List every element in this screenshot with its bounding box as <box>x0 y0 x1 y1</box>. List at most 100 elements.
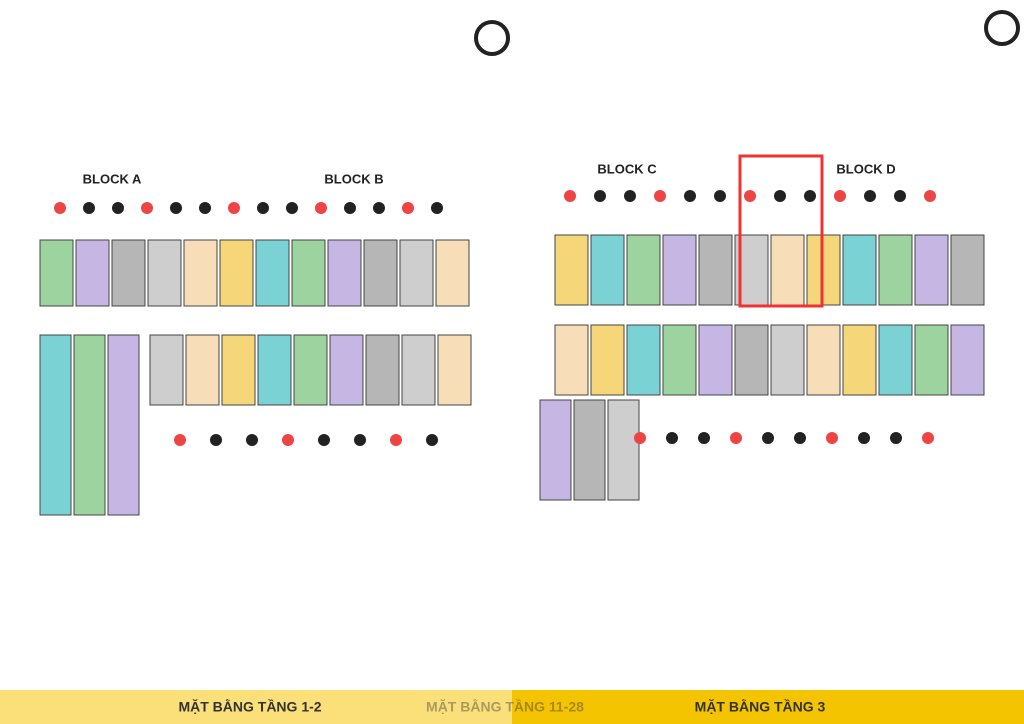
footer-label: MẶT BẰNG TẦNG 1-2 <box>178 698 321 715</box>
footer-label: MẶT BẰNG TẦNG 3 <box>695 698 826 715</box>
unit <box>626 324 661 396</box>
unit <box>770 324 805 396</box>
unit <box>554 324 589 396</box>
unit <box>914 324 949 396</box>
unit-marker <box>373 202 385 214</box>
unit-marker <box>199 202 211 214</box>
unit-marker <box>170 202 182 214</box>
unit-marker <box>698 432 710 444</box>
unit-marker <box>922 432 934 444</box>
highlight-frame <box>738 154 824 308</box>
logo <box>474 10 1020 56</box>
unit-marker <box>174 434 186 446</box>
unit <box>734 324 769 396</box>
unit <box>626 234 661 306</box>
unit-marker <box>228 202 240 214</box>
unit <box>111 239 146 307</box>
unit <box>950 234 985 306</box>
unit-marker <box>654 190 666 202</box>
unit <box>662 324 697 396</box>
unit <box>698 234 733 306</box>
unit-marker <box>730 432 742 444</box>
unit <box>257 334 292 406</box>
unit <box>327 239 362 307</box>
unit-marker <box>112 202 124 214</box>
unit <box>842 234 877 306</box>
unit-marker <box>894 190 906 202</box>
unit <box>878 324 913 396</box>
unit <box>401 334 436 406</box>
unit-marker <box>402 202 414 214</box>
unit <box>842 324 877 396</box>
footer-bar-left <box>0 690 512 724</box>
footer-label: MẶT BẰNG TẦNG 11-28 <box>426 698 584 715</box>
unit-marker <box>714 190 726 202</box>
unit <box>590 324 625 396</box>
unit <box>590 234 625 306</box>
unit <box>363 239 398 307</box>
unit <box>950 324 985 396</box>
unit <box>39 239 74 307</box>
unit <box>219 239 254 307</box>
unit-marker <box>431 202 443 214</box>
unit <box>770 234 805 306</box>
unit-marker <box>344 202 356 214</box>
unit <box>183 239 218 307</box>
unit-marker <box>762 432 774 444</box>
unit-marker <box>594 190 606 202</box>
unit-marker <box>286 202 298 214</box>
unit <box>147 239 182 307</box>
block-label: BLOCK A <box>83 171 142 186</box>
unit <box>291 239 326 307</box>
unit <box>149 334 184 406</box>
unit-marker <box>826 432 838 444</box>
unit-marker <box>315 202 327 214</box>
unit-marker <box>210 434 222 446</box>
block-label: BLOCK D <box>836 161 895 176</box>
unit <box>107 334 140 516</box>
unit-marker <box>666 432 678 444</box>
unit-marker <box>318 434 330 446</box>
block-label: BLOCK C <box>597 161 657 176</box>
unit <box>365 334 400 406</box>
unit <box>255 239 290 307</box>
unit-marker <box>624 190 636 202</box>
unit-marker <box>774 190 786 202</box>
unit <box>329 334 364 406</box>
unit <box>878 234 913 306</box>
unit-marker <box>390 434 402 446</box>
unit <box>221 334 256 406</box>
unit <box>914 234 949 306</box>
unit <box>399 239 434 307</box>
unit-marker <box>794 432 806 444</box>
unit <box>435 239 470 307</box>
unit-marker <box>426 434 438 446</box>
unit <box>185 334 220 406</box>
unit <box>73 334 106 516</box>
unit-marker <box>744 190 756 202</box>
units <box>39 190 985 516</box>
unit-marker <box>257 202 269 214</box>
unit <box>607 399 640 501</box>
unit <box>75 239 110 307</box>
unit-marker <box>804 190 816 202</box>
unit <box>554 234 589 306</box>
unit-marker <box>834 190 846 202</box>
unit-marker <box>83 202 95 214</box>
unit <box>698 324 733 396</box>
unit <box>293 334 328 406</box>
unit-marker <box>141 202 153 214</box>
unit-marker <box>864 190 876 202</box>
unit <box>39 334 72 516</box>
unit-marker <box>890 432 902 444</box>
unit-marker <box>634 432 646 444</box>
unit-marker <box>858 432 870 444</box>
unit-marker <box>354 434 366 446</box>
unit-marker <box>684 190 696 202</box>
unit <box>573 399 606 501</box>
unit-marker <box>564 190 576 202</box>
unit-marker <box>924 190 936 202</box>
block-label: BLOCK B <box>324 171 383 186</box>
unit <box>539 399 572 501</box>
